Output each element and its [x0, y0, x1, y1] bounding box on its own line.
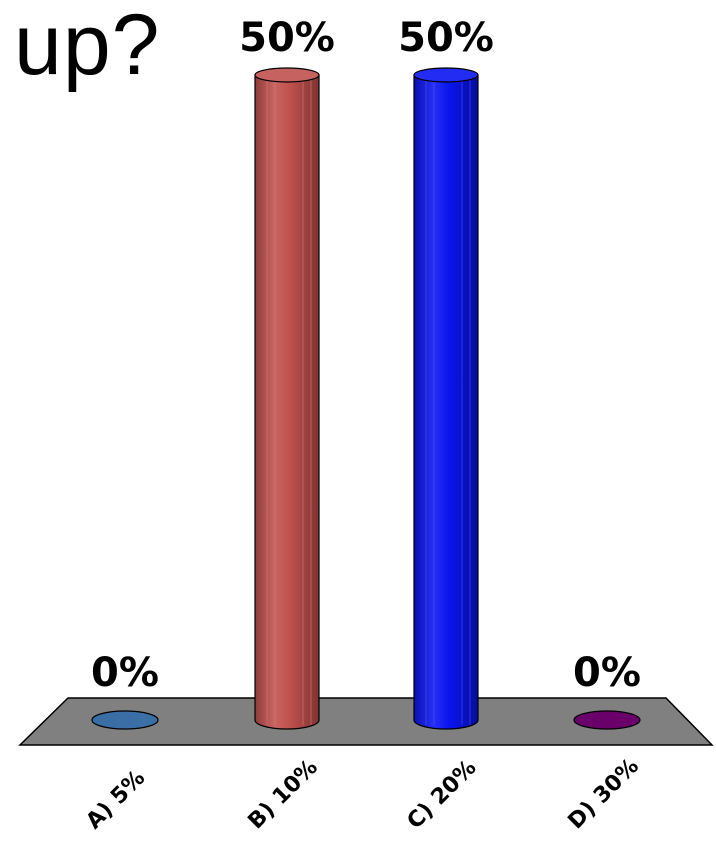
value-label: 50%	[239, 15, 335, 61]
category-label: C) 20%	[403, 755, 482, 834]
chart-title: up?	[14, 0, 161, 93]
bar-a	[91, 710, 159, 730]
bar-top-cap	[413, 67, 479, 83]
bar-body	[413, 74, 479, 730]
category-labels-layer: A) 5% B) 10% C) 20% D) 30%	[82, 754, 644, 834]
bar-c	[413, 67, 479, 730]
category-label: A) 5%	[82, 766, 151, 835]
value-label: 50%	[398, 15, 494, 61]
bar-top-cap	[254, 67, 320, 83]
category-label: D) 30%	[564, 754, 644, 834]
bar-d	[573, 710, 641, 730]
value-label: 0%	[573, 650, 641, 696]
bar-body	[254, 74, 320, 730]
category-label: B) 10%	[244, 755, 323, 834]
bar-disk	[573, 710, 641, 730]
value-labels-layer: 0% 50% 50% 0%	[91, 15, 641, 696]
value-label: 0%	[91, 650, 159, 696]
bar-b	[254, 67, 320, 730]
bar-disk	[91, 710, 159, 730]
bars-layer	[91, 67, 641, 730]
